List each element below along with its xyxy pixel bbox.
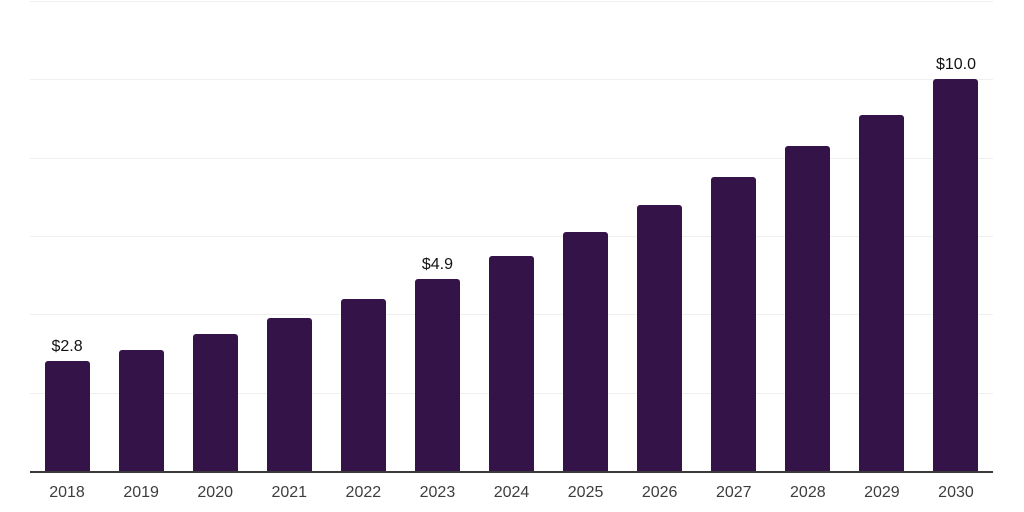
gridline-10 [30, 79, 993, 80]
bar-slot-2023: $4.9 [400, 1, 474, 471]
bar-2030: $10.0 [933, 56, 979, 471]
bar-2022 [340, 298, 386, 471]
bar-slot-2024 [474, 1, 548, 471]
x-tick-label-2021: 2021 [271, 484, 308, 501]
x-tick-label-2023: 2023 [419, 484, 456, 501]
bar-2024 [489, 255, 534, 471]
x-tick-label-2022: 2022 [345, 484, 382, 501]
value-label-2023: $4.9 [421, 256, 453, 274]
bar-2028 [785, 145, 831, 471]
bar-slot-2030: $10.0 [919, 1, 993, 471]
bar-slot-2018: $2.8 [30, 1, 104, 471]
gridline-8 [30, 158, 993, 159]
bar-2023: $4.9 [414, 256, 460, 471]
bar-2020 [192, 333, 238, 471]
x-axis-labels: 2018 2019 2020 2021 2022 2023 2024 2025 2026 2027… [30, 484, 993, 502]
bar-2019 [118, 349, 164, 471]
bar-slot-2027 [697, 1, 771, 471]
x-tick-label-2018: 2018 [49, 484, 85, 501]
bar-2029 [859, 114, 905, 471]
bar-2018: $2.8 [44, 338, 90, 471]
bar-slot-2019 [104, 1, 178, 471]
x-tick-label-2027: 2027 [715, 484, 752, 501]
value-label-2030: $10.0 [935, 56, 976, 74]
bar-slot-2026 [623, 1, 697, 471]
x-tick-label-2025: 2025 [567, 484, 604, 501]
bar-slot-2022 [326, 1, 400, 471]
x-tick-label-2028: 2028 [790, 484, 826, 501]
bar-slot-2029 [845, 1, 919, 471]
plot-area: $2.8 $4.9 $10.0 [30, 1, 993, 473]
gridline-12 [30, 1, 993, 2]
value-label-2018: $2.8 [51, 338, 83, 356]
bar-slot-2021 [252, 1, 326, 471]
bar-2025 [563, 232, 609, 471]
x-tick-label-2019: 2019 [123, 484, 159, 501]
bar-2021 [266, 318, 312, 471]
x-tick-label-2030: 2030 [938, 484, 974, 501]
x-tick-label-2029: 2029 [864, 484, 900, 501]
bar-slot-2028 [771, 1, 845, 471]
bar-slot-2025 [549, 1, 623, 471]
bar-2026 [637, 204, 683, 471]
x-tick-label-2020: 2020 [197, 484, 233, 501]
x-tick-label-2024: 2024 [493, 484, 530, 501]
gridline-6 [30, 236, 993, 237]
bars-container: $2.8 $4.9 $10.0 [30, 1, 993, 471]
x-tick-label-2026: 2026 [641, 484, 678, 501]
bar-2027 [711, 177, 757, 471]
bar-slot-2020 [178, 1, 252, 471]
